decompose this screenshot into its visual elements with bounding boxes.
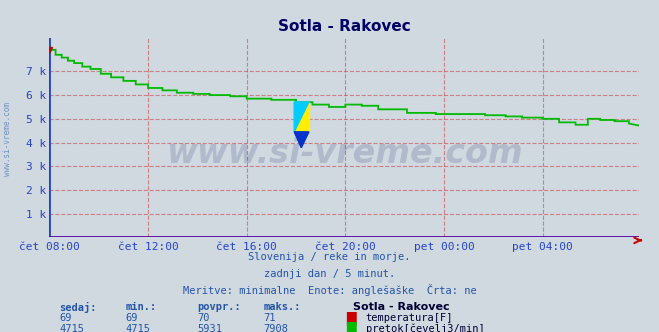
Text: 5931: 5931	[198, 324, 223, 332]
Text: sedaj:: sedaj:	[59, 301, 97, 313]
Text: pretok[čevelj3/min]: pretok[čevelj3/min]	[366, 323, 484, 332]
Polygon shape	[294, 102, 309, 132]
Text: temperatura[F]: temperatura[F]	[366, 313, 453, 323]
Text: www.si-vreme.com: www.si-vreme.com	[166, 137, 523, 170]
Text: 7908: 7908	[264, 324, 289, 332]
Text: 4715: 4715	[125, 324, 150, 332]
Text: 4715: 4715	[59, 324, 84, 332]
Title: Sotla - Rakovec: Sotla - Rakovec	[278, 19, 411, 34]
Text: min.:: min.:	[125, 302, 156, 312]
Text: 69: 69	[125, 313, 138, 323]
Text: Slovenija / reke in morje.: Slovenija / reke in morje.	[248, 252, 411, 262]
Text: zadnji dan / 5 minut.: zadnji dan / 5 minut.	[264, 269, 395, 279]
Text: 69: 69	[59, 313, 72, 323]
Text: maks.:: maks.:	[264, 302, 301, 312]
Text: www.si-vreme.com: www.si-vreme.com	[3, 103, 13, 176]
Polygon shape	[294, 102, 309, 132]
Text: █: █	[346, 322, 356, 332]
Text: █: █	[346, 311, 356, 325]
Polygon shape	[294, 132, 309, 148]
Text: 70: 70	[198, 313, 210, 323]
Text: povpr.:: povpr.:	[198, 302, 241, 312]
Text: Sotla - Rakovec: Sotla - Rakovec	[353, 302, 449, 312]
Text: 71: 71	[264, 313, 276, 323]
Text: Meritve: minimalne  Enote: anglešaške  Črta: ne: Meritve: minimalne Enote: anglešaške Črt…	[183, 285, 476, 296]
